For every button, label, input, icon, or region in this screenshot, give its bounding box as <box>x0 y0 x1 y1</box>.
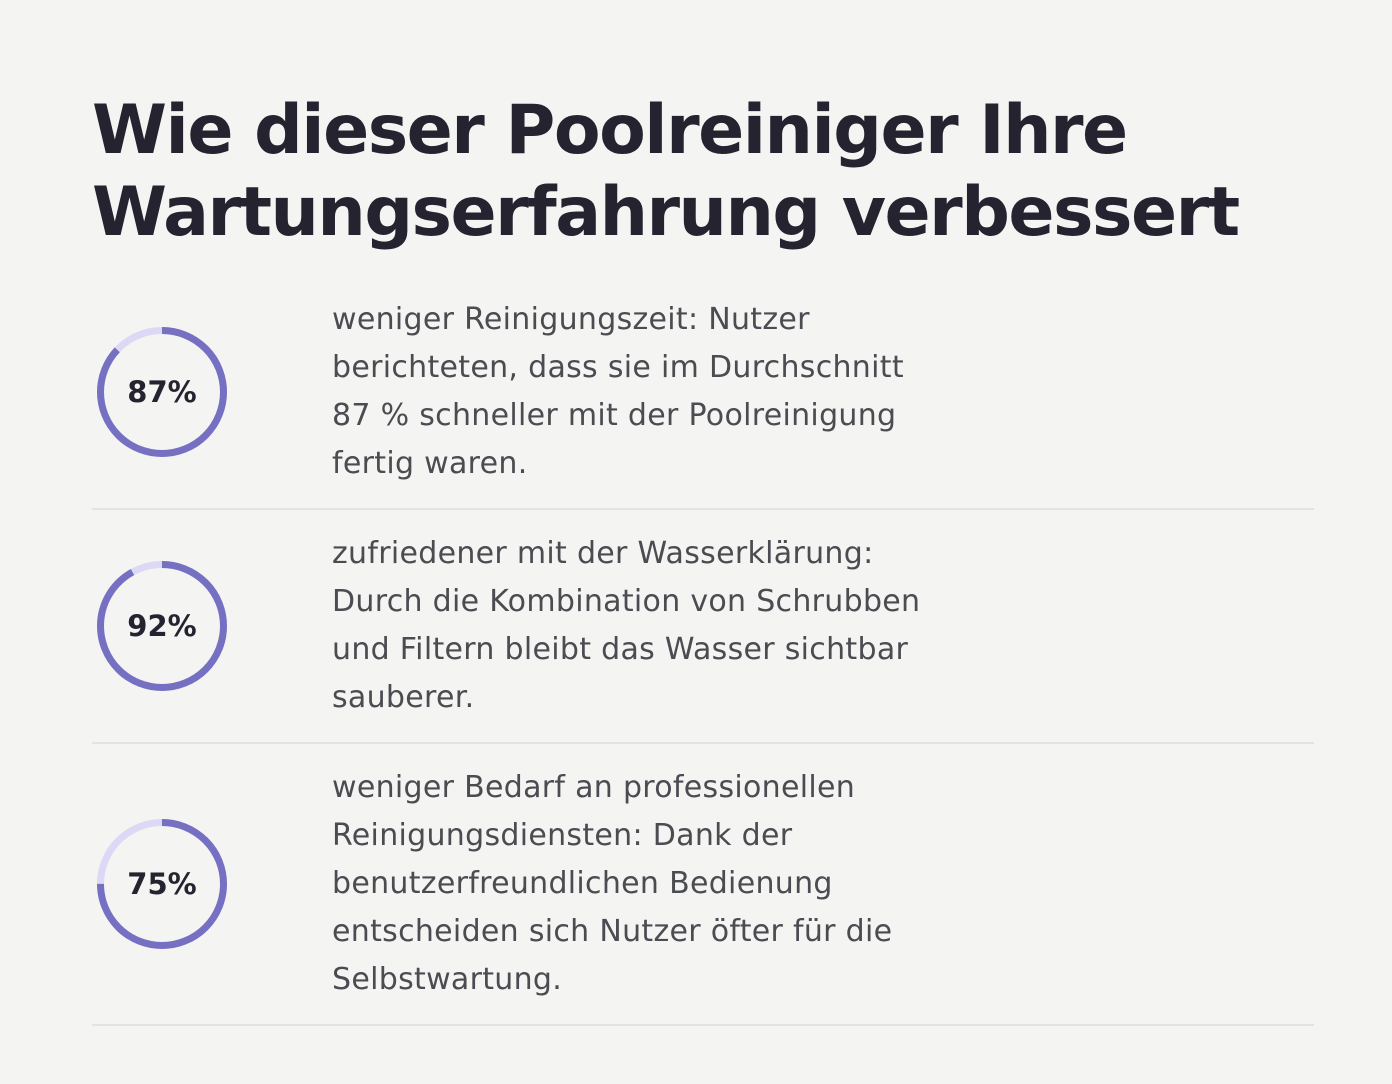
percent-value: 75% <box>127 867 197 901</box>
progress-ring-graphic <box>97 819 227 949</box>
stat-row: 87% weniger Reinigungszeit: Nutzer beric… <box>92 300 1314 510</box>
stat-description: zufriedener mit der Wasserklärung: Durch… <box>332 536 921 715</box>
percent-value: 92% <box>127 609 197 643</box>
stat-description: weniger Reinigungszeit: Nutzer berichtet… <box>332 302 904 481</box>
progress-ring-graphic <box>97 561 227 691</box>
progress-ring-fill <box>97 561 227 691</box>
progress-ring-graphic <box>97 327 227 457</box>
stat-row: 92% zufriedener mit der Wasserklärung: D… <box>92 510 1314 744</box>
progress-ring: 87% <box>96 326 228 458</box>
page-title: Wie dieser Poolreiniger Ihre Wartungserf… <box>92 91 1240 252</box>
progress-ring: 75% <box>96 818 228 950</box>
progress-ring-fill <box>97 819 227 949</box>
percent-value: 87% <box>127 375 197 409</box>
stat-description: weniger Bedarf an professionellen Reinig… <box>332 770 893 997</box>
progress-ring: 92% <box>96 560 228 692</box>
stat-row: 75% weniger Bedarf an professionellen Re… <box>92 744 1314 1026</box>
progress-ring-fill <box>97 327 227 457</box>
